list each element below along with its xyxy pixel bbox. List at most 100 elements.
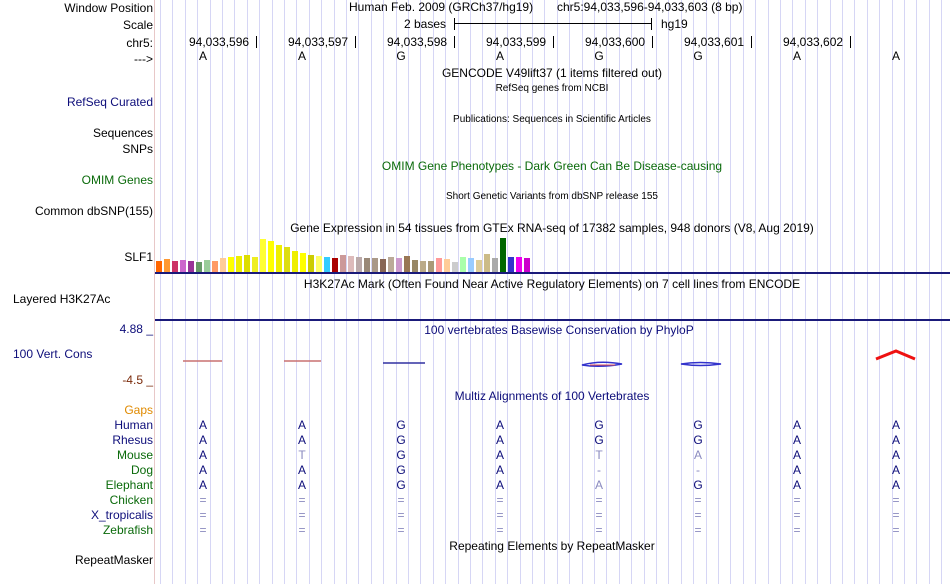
gtex-tissue-bar[interactable] <box>180 260 186 272</box>
label-snps[interactable]: SNPs <box>122 142 153 156</box>
gencode-track-title[interactable]: GENCODE V49lift37 (1 items filtered out) <box>441 66 663 80</box>
guideline <box>346 0 347 584</box>
gtex-tissue-bar[interactable] <box>220 258 226 272</box>
gtex-tissue-bar[interactable] <box>196 262 202 272</box>
gtex-tissue-bar[interactable] <box>284 247 290 272</box>
gtex-tissue-bar[interactable] <box>340 255 346 272</box>
label-refseq[interactable]: RefSeq Curated <box>66 95 153 109</box>
phylop-track-title[interactable]: 100 vertebrates Basewise Conservation by… <box>424 323 694 337</box>
guideline <box>470 0 471 584</box>
gtex-tissue-bar[interactable] <box>404 256 410 272</box>
species-label-elephant[interactable]: Elephant <box>105 478 153 492</box>
alignment-base: A <box>891 448 900 462</box>
gtex-tissue-bar[interactable] <box>268 241 274 272</box>
gtex-tissue-bar[interactable] <box>356 257 362 272</box>
gtex-tissue-bar[interactable] <box>484 254 490 272</box>
label-repeatmasker[interactable]: RepeatMasker <box>74 553 153 567</box>
guideline <box>210 0 211 584</box>
guideline <box>817 0 818 584</box>
alignment-base: A <box>198 418 207 432</box>
alignment-base: = <box>892 508 900 522</box>
label-vert-cons[interactable]: 100 Vert. Cons <box>13 347 93 361</box>
gtex-track-title[interactable]: Gene Expression in 54 tissues from GTEx … <box>290 221 814 235</box>
gtex-tissue-bar[interactable] <box>204 260 210 272</box>
guideline <box>259 0 260 584</box>
refseq-track-title[interactable]: RefSeq genes from NCBI <box>495 83 609 94</box>
reference-base: A <box>495 49 504 63</box>
gtex-tissue-bar[interactable] <box>500 238 506 272</box>
species-label-x_tropicalis[interactable]: X_tropicalis <box>90 508 153 522</box>
gtex-tissue-bar[interactable] <box>324 257 330 272</box>
species-label-chicken[interactable]: Chicken <box>109 493 153 507</box>
gtex-tissue-bar[interactable] <box>492 258 498 272</box>
gtex-tissue-bar[interactable] <box>372 258 378 272</box>
gtex-tissue-bar[interactable] <box>452 262 458 272</box>
label-omim-genes[interactable]: OMIM Genes <box>81 173 153 187</box>
gtex-tissue-bar[interactable] <box>516 257 522 272</box>
gtex-tissue-bar[interactable] <box>236 256 242 272</box>
alignment-base: = <box>298 523 306 537</box>
species-label-human[interactable]: Human <box>114 418 153 432</box>
species-label-zebrafish[interactable]: Zebrafish <box>102 523 153 537</box>
label-slf1[interactable]: SLF1 <box>124 250 153 264</box>
gtex-tissue-bar[interactable] <box>244 255 250 272</box>
dbsnp-track-title[interactable]: Short Genetic Variants from dbSNP releas… <box>446 191 658 202</box>
gtex-tissue-bar[interactable] <box>380 259 386 272</box>
guideline <box>941 0 942 584</box>
gtex-tissue-bar[interactable] <box>524 258 530 272</box>
species-label-dog[interactable]: Dog <box>130 463 153 477</box>
omim-track-title[interactable]: OMIM Gene Phenotypes - Dark Green Can Be… <box>381 159 723 173</box>
guideline <box>408 0 409 584</box>
alignment-base: G <box>396 448 406 462</box>
gtex-tissue-bar[interactable] <box>252 257 258 272</box>
label-cons-max: 4.88 _ <box>119 322 153 336</box>
label-gaps: Gaps <box>124 403 153 417</box>
gtex-tissue-bar[interactable] <box>364 258 370 272</box>
gtex-tissue-bar[interactable] <box>164 259 170 272</box>
gtex-tissue-bar[interactable] <box>396 258 402 272</box>
guideline <box>730 0 731 584</box>
gtex-tissue-bar[interactable] <box>460 257 466 272</box>
gtex-tissue-bar[interactable] <box>348 256 354 272</box>
gtex-tissue-bar[interactable] <box>388 257 394 272</box>
ruler-tick <box>553 36 554 48</box>
alignment-base: A <box>891 433 900 447</box>
species-label-mouse[interactable]: Mouse <box>116 448 153 462</box>
gtex-tissue-bar[interactable] <box>228 257 234 272</box>
multiz-track-title[interactable]: Multiz Alignments of 100 Vertebrates <box>454 389 650 403</box>
repeatmasker-track-title[interactable]: Repeating Elements by RepeatMasker <box>449 539 655 553</box>
phylop-mark-5 <box>680 361 722 367</box>
guideline <box>892 0 893 584</box>
guideline <box>532 0 533 584</box>
gtex-tissue-bar[interactable] <box>308 255 314 272</box>
gtex-tissue-bar[interactable] <box>300 253 306 272</box>
gtex-tissue-bar[interactable] <box>212 261 218 272</box>
alignment-base: A <box>495 448 504 462</box>
guideline <box>693 0 694 584</box>
label-layered-h3k27ac[interactable]: Layered H3K27Ac <box>13 292 111 306</box>
publications-track-title[interactable]: Publications: Sequences in Scientific Ar… <box>453 114 651 125</box>
label-chrom: chr5: <box>126 36 153 50</box>
gtex-tissue-bar[interactable] <box>276 245 282 272</box>
gtex-tissue-bar[interactable] <box>508 257 514 272</box>
gtex-tissue-bar[interactable] <box>412 260 418 272</box>
gtex-tissue-bar[interactable] <box>260 239 266 272</box>
gtex-tissue-bar[interactable] <box>420 261 426 272</box>
gtex-tissue-bar[interactable] <box>156 261 162 272</box>
gtex-tissue-bar[interactable] <box>428 261 434 272</box>
gtex-tissue-bar[interactable] <box>444 259 450 272</box>
gtex-tissue-bar[interactable] <box>292 251 298 272</box>
gtex-tissue-bar[interactable] <box>468 258 474 272</box>
gtex-tissue-bar[interactable] <box>436 258 442 272</box>
gtex-tissue-bar[interactable] <box>172 261 178 272</box>
gtex-tissue-bar[interactable] <box>476 260 482 272</box>
label-sequences[interactable]: Sequences <box>92 126 153 140</box>
gtex-tissue-bar[interactable] <box>332 258 338 272</box>
gtex-tissue-bar[interactable] <box>188 261 194 272</box>
gtex-tissue-bar[interactable] <box>316 256 322 272</box>
species-label-rhesus[interactable]: Rhesus <box>112 433 153 447</box>
label-common-dbsnp[interactable]: Common dbSNP(155) <box>34 204 153 218</box>
guideline <box>172 0 173 584</box>
h3k27ac-track-title[interactable]: H3K27Ac Mark (Often Found Near Active Re… <box>303 277 801 291</box>
